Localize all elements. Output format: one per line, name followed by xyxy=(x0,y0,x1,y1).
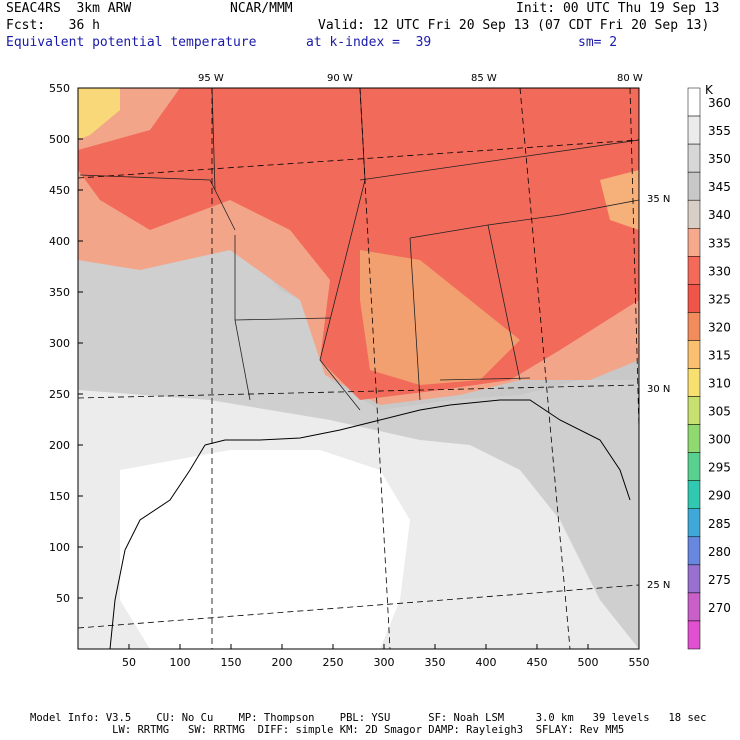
x-tick-label: 450 xyxy=(527,656,548,669)
colorbar-swatch xyxy=(687,87,701,117)
x-tick-label: 400 xyxy=(476,656,497,669)
y-tick-label: 300 xyxy=(49,337,70,350)
colorbar-label: 295 xyxy=(708,461,731,475)
footer-physics-info: LW: RRTMG SW: RRTMG DIFF: simple KM: 2D … xyxy=(30,724,625,736)
colorbar: 360 355 350 345 340 335 330 325 320 315 310 305 300 2… xyxy=(687,87,731,650)
state-borders xyxy=(79,88,639,411)
y-tick-label: 450 xyxy=(49,184,70,197)
organization: NCAR/MMM xyxy=(230,1,293,16)
colorbar-swatch xyxy=(687,396,701,425)
lat-label-35n: 35 N xyxy=(647,194,670,205)
lat-label-25n: 25 N xyxy=(647,580,670,591)
colorbar-swatch xyxy=(687,508,701,538)
colorbar-swatch xyxy=(687,256,701,285)
y-tick-label: 200 xyxy=(49,439,70,452)
footer-model-info: Model Info: V3.5 CU: No Cu MP: Thompson … xyxy=(30,712,707,724)
lon-label-85w: 85 W xyxy=(471,73,497,84)
colorbar-label: 275 xyxy=(708,573,731,587)
colorbar-swatch xyxy=(687,620,701,650)
theta-e-ne-patch xyxy=(600,170,639,230)
model-name: SEAC4RS 3km ARW xyxy=(6,1,132,16)
valid-time: Valid: 12 UTC Fri 20 Sep 13 (07 CDT Fri … xyxy=(318,18,710,33)
colorbar-label: 320 xyxy=(708,320,731,334)
map-frame xyxy=(77,87,640,650)
y-tick-label: 250 xyxy=(49,388,70,401)
x-tick-label: 350 xyxy=(425,656,446,669)
x-tick-label: 100 xyxy=(170,656,191,669)
forecast-hour: Fcst: 36 h xyxy=(6,18,100,33)
colorbar-swatch xyxy=(687,536,701,566)
lat-lon-grid xyxy=(78,88,639,649)
colorbar-label: 315 xyxy=(708,348,731,362)
colorbar-swatch xyxy=(687,284,701,313)
lat-label-30n: 30 N xyxy=(647,384,670,395)
y-tick-label: 350 xyxy=(49,286,70,299)
colorbar-swatch xyxy=(687,564,701,594)
x-tick-label: 250 xyxy=(323,656,344,669)
y-tick-label: 400 xyxy=(49,235,70,248)
x-tick-label: 300 xyxy=(374,656,395,669)
colorbar-label: 280 xyxy=(708,545,731,559)
theta-e-325-patch xyxy=(360,250,520,385)
colorbar-label: 355 xyxy=(708,124,731,138)
coastline xyxy=(109,399,631,649)
colorbar-swatch xyxy=(687,171,701,201)
colorbar-swatch xyxy=(687,115,701,145)
smoothing-info: sm= 2 xyxy=(578,35,618,50)
colorbar-label: 300 xyxy=(708,433,731,447)
y-tick-label: 150 xyxy=(49,490,70,503)
colorbar-unit: K xyxy=(705,83,714,97)
colorbar-label: 325 xyxy=(708,292,731,306)
lon-label-95w: 95 W xyxy=(198,73,224,84)
colorbar-label: 335 xyxy=(708,236,731,250)
colorbar-label: 310 xyxy=(708,377,731,391)
colorbar-label: 360 xyxy=(708,96,731,110)
colorbar-label: 340 xyxy=(708,208,731,222)
colorbar-label: 285 xyxy=(708,517,731,531)
colorbar-label: 305 xyxy=(708,405,731,419)
y-axis-ticks: 550 500 450 400 350 300 250 200 150 100 50 xyxy=(49,82,83,605)
colorbar-swatch xyxy=(687,424,701,453)
level-info: at k-index = 39 xyxy=(306,35,432,50)
colorbar-swatch xyxy=(687,480,701,510)
theta-e-gulf-core xyxy=(120,450,410,649)
x-tick-label: 50 xyxy=(122,656,136,669)
y-tick-label: 550 xyxy=(49,82,70,95)
colorbar-swatch xyxy=(687,228,701,257)
colorbar-label: 330 xyxy=(708,264,731,278)
colorbar-label: 350 xyxy=(708,152,731,166)
x-tick-label: 500 xyxy=(578,656,599,669)
lon-label-80w: 80 W xyxy=(617,73,643,84)
map-plot-area xyxy=(78,88,639,649)
theta-e-315-corner xyxy=(78,88,120,140)
init-time: Init: 00 UTC Thu 19 Sep 13 xyxy=(516,1,720,16)
colorbar-swatch xyxy=(687,592,701,622)
colorbar-swatch xyxy=(687,143,701,173)
colorbar-swatch xyxy=(687,340,701,369)
field-name: Equivalent potential temperature xyxy=(6,35,257,50)
colorbar-label: 290 xyxy=(708,489,731,503)
lon-label-90w: 90 W xyxy=(327,73,353,84)
colorbar-label: 270 xyxy=(708,601,731,615)
colorbar-label: 345 xyxy=(708,180,731,194)
x-tick-label: 150 xyxy=(221,656,242,669)
y-tick-label: 100 xyxy=(49,541,70,554)
colorbar-swatch xyxy=(687,199,701,229)
x-axis-ticks: 50 100 150 200 250 300 350 400 450 500 550 xyxy=(122,644,650,669)
colorbar-swatch xyxy=(687,452,701,481)
x-tick-label: 550 xyxy=(629,656,650,669)
theta-e-330-region xyxy=(78,88,639,400)
colorbar-swatch xyxy=(687,368,701,397)
y-tick-label: 50 xyxy=(56,592,70,605)
colorbar-swatch xyxy=(687,312,701,341)
y-tick-label: 500 xyxy=(49,133,70,146)
x-tick-label: 200 xyxy=(272,656,293,669)
